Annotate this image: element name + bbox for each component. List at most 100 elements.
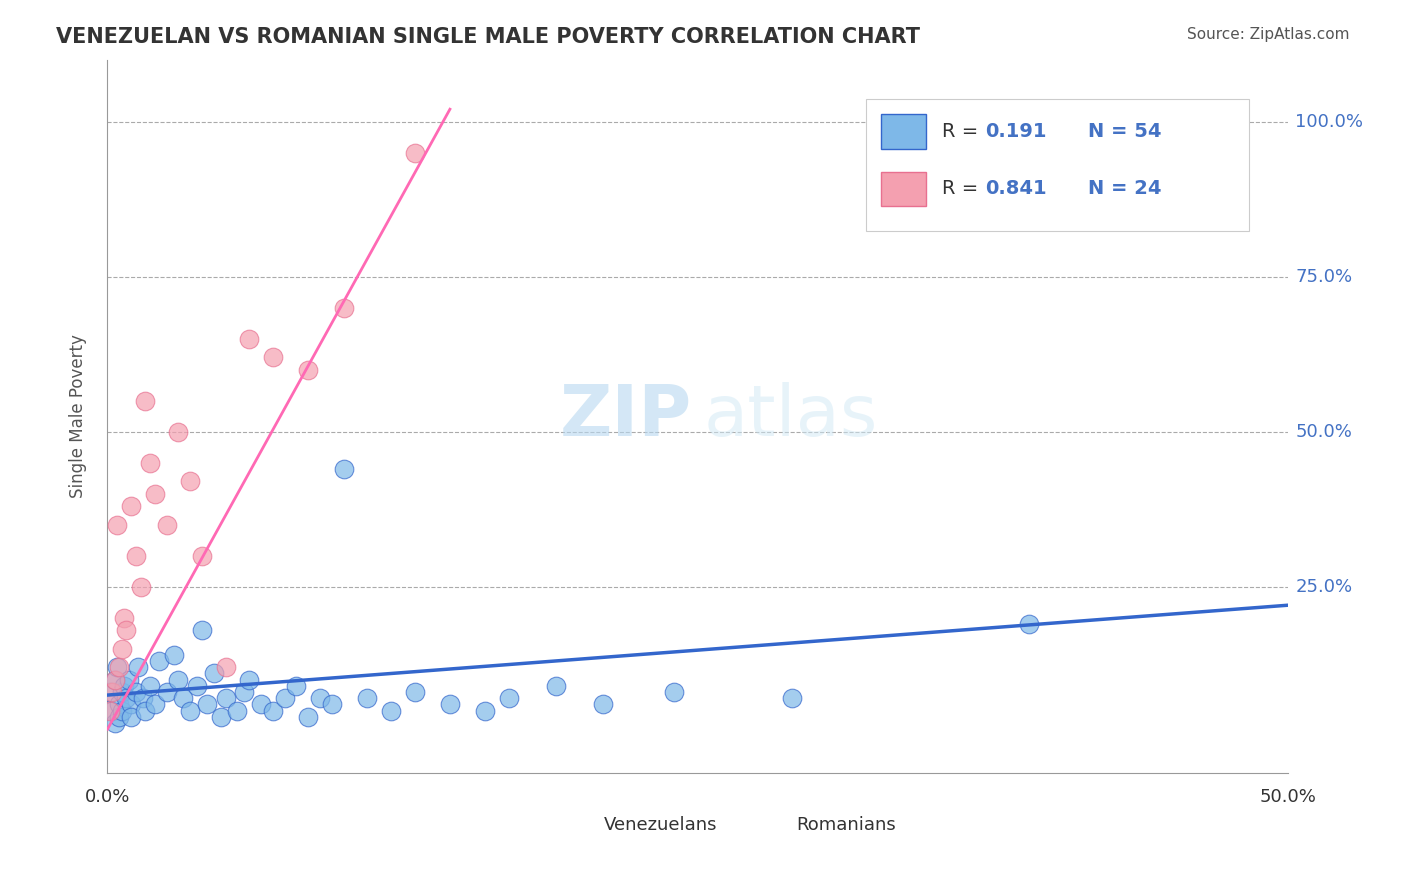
Point [297, 710, 319, 724]
Point [209, 710, 232, 724]
Text: VENEZUELAN VS ROMANIAN SINGLE MALE POVERTY CORRELATION CHART: VENEZUELAN VS ROMANIAN SINGLE MALE POVER… [56, 27, 921, 46]
Point [172, 691, 194, 706]
Point [404, 145, 426, 160]
Text: 50.0%: 50.0% [1260, 788, 1317, 806]
Point [111, 641, 134, 656]
Point [111, 704, 134, 718]
Point [98, 685, 121, 699]
Point [356, 691, 378, 706]
Point [1018, 616, 1040, 631]
Point [143, 486, 166, 500]
Point [120, 499, 142, 513]
Point [108, 710, 131, 724]
Text: R =: R = [942, 122, 984, 141]
Point [108, 698, 131, 712]
Point [162, 648, 184, 662]
FancyBboxPatch shape [866, 99, 1250, 231]
Point [155, 517, 177, 532]
Point [250, 698, 273, 712]
Text: 50.0%: 50.0% [1295, 423, 1353, 441]
Text: 0.0%: 0.0% [84, 788, 131, 806]
Point [285, 679, 308, 693]
Point [108, 660, 131, 674]
Text: Romanians: Romanians [796, 816, 896, 834]
Point [179, 474, 201, 488]
Point [202, 666, 225, 681]
Point [782, 691, 804, 706]
FancyBboxPatch shape [882, 114, 925, 149]
Point [214, 660, 236, 674]
Text: Single Male Poverty: Single Male Poverty [69, 334, 87, 498]
Point [439, 698, 461, 712]
Point [238, 673, 260, 687]
Point [186, 679, 208, 693]
Point [139, 456, 162, 470]
Point [262, 704, 284, 718]
Point [664, 685, 686, 699]
Point [111, 685, 134, 699]
Text: Venezuelans: Venezuelans [603, 816, 717, 834]
Point [105, 517, 128, 532]
Text: 0.191: 0.191 [984, 122, 1046, 141]
Text: ZIP: ZIP [560, 382, 692, 450]
Point [112, 610, 135, 624]
Point [103, 673, 125, 687]
Point [191, 549, 214, 563]
Point [118, 673, 141, 687]
Text: R =: R = [942, 179, 984, 198]
Point [115, 691, 138, 706]
Point [125, 685, 148, 699]
Point [98, 704, 121, 718]
Text: 0.841: 0.841 [984, 179, 1046, 198]
Point [238, 332, 260, 346]
Point [112, 679, 135, 693]
Point [592, 698, 614, 712]
Point [115, 623, 138, 637]
Point [134, 393, 156, 408]
Point [129, 580, 152, 594]
Point [125, 549, 148, 563]
Point [167, 673, 190, 687]
Point [167, 425, 190, 439]
Point [120, 698, 142, 712]
Point [155, 685, 177, 699]
Point [474, 704, 496, 718]
Point [101, 704, 124, 718]
Point [191, 623, 214, 637]
Point [309, 691, 332, 706]
Point [105, 660, 128, 674]
FancyBboxPatch shape [882, 171, 925, 206]
Point [273, 691, 295, 706]
Point [332, 301, 354, 315]
Text: N = 54: N = 54 [1088, 122, 1161, 141]
Text: Source: ZipAtlas.com: Source: ZipAtlas.com [1187, 27, 1350, 42]
Text: 25.0%: 25.0% [1295, 578, 1353, 596]
Point [120, 710, 142, 724]
Point [404, 685, 426, 699]
Point [262, 350, 284, 364]
FancyBboxPatch shape [755, 813, 787, 838]
Point [546, 679, 568, 693]
Text: atlas: atlas [704, 382, 879, 450]
Point [321, 698, 343, 712]
Point [214, 691, 236, 706]
Point [139, 679, 162, 693]
Point [148, 654, 170, 668]
Point [380, 704, 402, 718]
FancyBboxPatch shape [562, 813, 595, 838]
Point [132, 691, 155, 706]
Point [226, 704, 249, 718]
Point [134, 704, 156, 718]
Point [195, 698, 218, 712]
Point [233, 685, 256, 699]
Point [297, 362, 319, 376]
Point [332, 462, 354, 476]
Point [179, 704, 201, 718]
Text: N = 24: N = 24 [1088, 179, 1161, 198]
Point [498, 691, 520, 706]
Point [101, 685, 124, 699]
Point [143, 698, 166, 712]
Point [103, 716, 125, 731]
Point [103, 673, 125, 687]
Point [127, 660, 149, 674]
